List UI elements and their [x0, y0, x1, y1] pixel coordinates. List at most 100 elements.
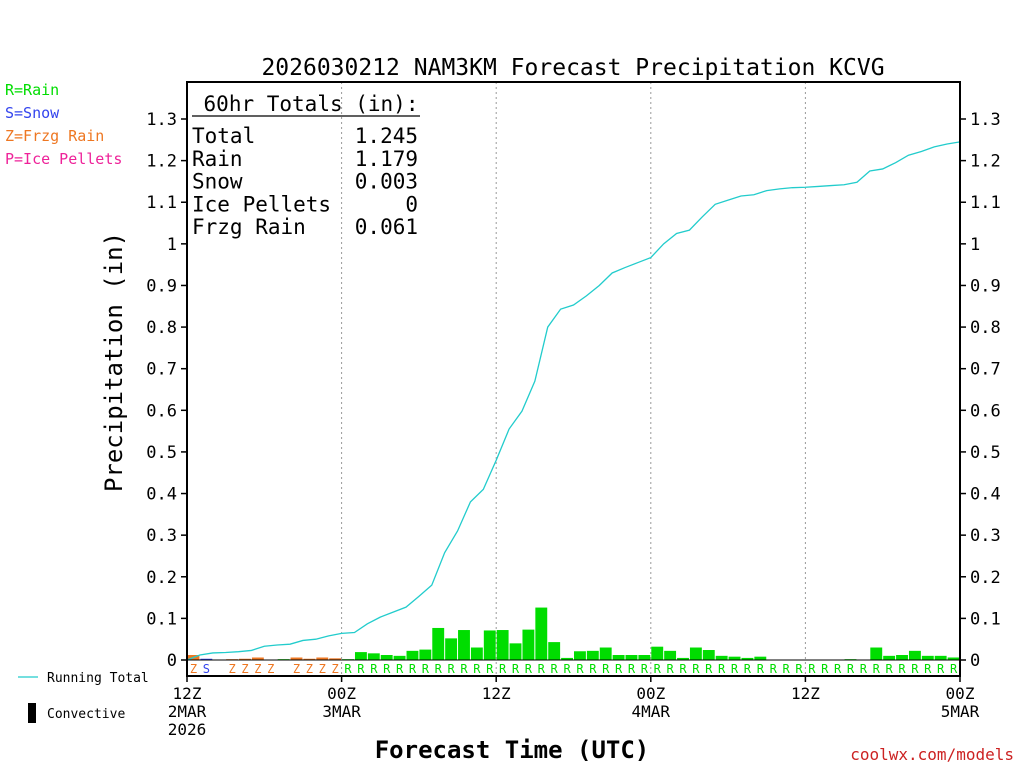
- precip-type-code: Z: [293, 662, 300, 676]
- precip-bar: [470, 647, 483, 660]
- type-legend-entry: Z=Frzg Rain: [5, 127, 104, 145]
- precip-bar: [316, 657, 329, 660]
- precip-bar: [509, 643, 522, 660]
- precip-type-code: R: [860, 662, 868, 676]
- y-axis-label: Precipitation (in): [100, 232, 128, 492]
- precip-type-code: R: [679, 662, 687, 676]
- y-tick-label-right: 0.1: [970, 609, 1001, 629]
- plot-frame: [186, 81, 961, 677]
- precip-type-code: R: [873, 662, 881, 676]
- y-tick-label-right: 1: [970, 235, 980, 255]
- precip-type-code: R: [731, 662, 739, 676]
- precip-type-code: R: [615, 662, 623, 676]
- precip-bar: [651, 646, 664, 660]
- totals-row-value: 1.245: [355, 124, 418, 148]
- x-tick-label: 12Z: [173, 684, 202, 703]
- precip-type-code: R: [628, 662, 636, 676]
- y-tick-label-left: 0: [167, 651, 177, 671]
- precip-bar: [561, 657, 573, 660]
- precip-type-code: R: [782, 662, 790, 676]
- totals-row-label: Rain: [192, 147, 243, 171]
- precip-bar: [239, 658, 251, 660]
- precip-bar: [934, 655, 947, 660]
- precip-type-code: R: [538, 662, 546, 676]
- totals-row-label: Snow: [192, 170, 243, 194]
- running-total-line: [186, 141, 961, 661]
- y-tick-label-right: 0: [970, 651, 980, 671]
- y-tick-label-left: 1.2: [146, 152, 177, 172]
- precip-type-code: R: [409, 662, 417, 676]
- y-tick-label-right: 1.1: [970, 193, 1001, 213]
- x-tick-label: 00Z: [327, 684, 356, 703]
- y-tick-label-left: 1: [167, 235, 177, 255]
- precip-bar: [406, 650, 419, 660]
- precip-type-code: Z: [241, 662, 248, 676]
- precip-type-legend: R=Rain S=Snow Z=Frzg Rain P=Ice Pellets: [5, 81, 122, 168]
- precip-type-code: R: [692, 662, 700, 676]
- x-tick-label: 00Z: [636, 684, 665, 703]
- precip-bar: [870, 647, 883, 660]
- precip-bar: [354, 652, 367, 660]
- y-tick-label-left: 0.7: [146, 360, 177, 380]
- y-tick-label-right: 0.3: [970, 526, 1001, 546]
- y-tick-label-right: 0.8: [970, 318, 1001, 338]
- x-tick-label: 2MAR: [168, 702, 207, 721]
- precip-type-code: S: [203, 662, 210, 676]
- precip-bar: [754, 656, 767, 660]
- totals-row-value: 0.003: [355, 170, 418, 194]
- precip-type-code: R: [795, 662, 803, 676]
- precip-type-code: R: [551, 662, 559, 676]
- totals-row-label: Ice Pellets: [192, 192, 331, 216]
- precip-type-code: R: [718, 662, 726, 676]
- precip-bar: [290, 657, 303, 660]
- y-tick-label-left: 0.8: [146, 318, 177, 338]
- y-tick-label-right: 0.5: [970, 443, 1001, 463]
- precip-bar: [896, 655, 908, 660]
- precip-type-code: R: [898, 662, 906, 676]
- convective-swatch: [28, 703, 36, 723]
- precip-bar: [483, 630, 496, 660]
- precip-bar: [741, 657, 754, 660]
- precip-type-code: Z: [306, 662, 313, 676]
- precip-bar: [393, 655, 406, 660]
- precip-bar: [586, 650, 599, 660]
- y-tick-label-left: 0.3: [146, 526, 177, 546]
- precip-type-code: R: [705, 662, 713, 676]
- chart-title: 2026030212 NAM3KM Forecast Precipitation…: [261, 55, 884, 81]
- precip-type-code: Z: [267, 662, 274, 676]
- precip-bar: [380, 655, 393, 660]
- precip-type-code: R: [847, 662, 855, 676]
- precip-type-code: R: [744, 662, 752, 676]
- precip-type-code: R: [808, 662, 816, 676]
- precip-bar: [908, 650, 921, 660]
- precip-type-code: R: [589, 662, 597, 676]
- legend-running-total: Running Total: [47, 671, 149, 686]
- totals-row-label: Frzg Rain: [192, 215, 306, 239]
- precip-type-code: R: [937, 662, 945, 676]
- precip-type-code: R: [344, 662, 352, 676]
- precip-bar: [548, 642, 561, 660]
- precip-type-code: R: [924, 662, 932, 676]
- y-tick-label-left: 0.4: [146, 485, 177, 505]
- x-tick-label: 00Z: [946, 684, 975, 703]
- x-tick-label: 4MAR: [632, 702, 671, 721]
- precip-bar: [715, 655, 728, 660]
- precip-type-code: R: [654, 662, 662, 676]
- precip-type-code: R: [770, 662, 778, 676]
- precip-bar: [883, 655, 896, 660]
- precip-type-code: R: [576, 662, 584, 676]
- precip-bar: [535, 607, 548, 660]
- series-legend: Running Total Convective: [18, 671, 149, 723]
- precip-bar: [367, 653, 380, 660]
- y-tick-label-right: 0.6: [970, 401, 1001, 421]
- totals-row-value: 1.179: [355, 147, 418, 171]
- precip-bar: [638, 655, 651, 660]
- credit-text: coolwx.com/models: [850, 745, 1014, 764]
- y-tick-label-right: 0.2: [970, 568, 1001, 588]
- precip-bar: [432, 627, 445, 660]
- totals-header: 60hr Totals (in):: [204, 92, 419, 116]
- precip-type-code: R: [447, 662, 455, 676]
- precip-type-code: R: [821, 662, 829, 676]
- precip-type-code: R: [370, 662, 378, 676]
